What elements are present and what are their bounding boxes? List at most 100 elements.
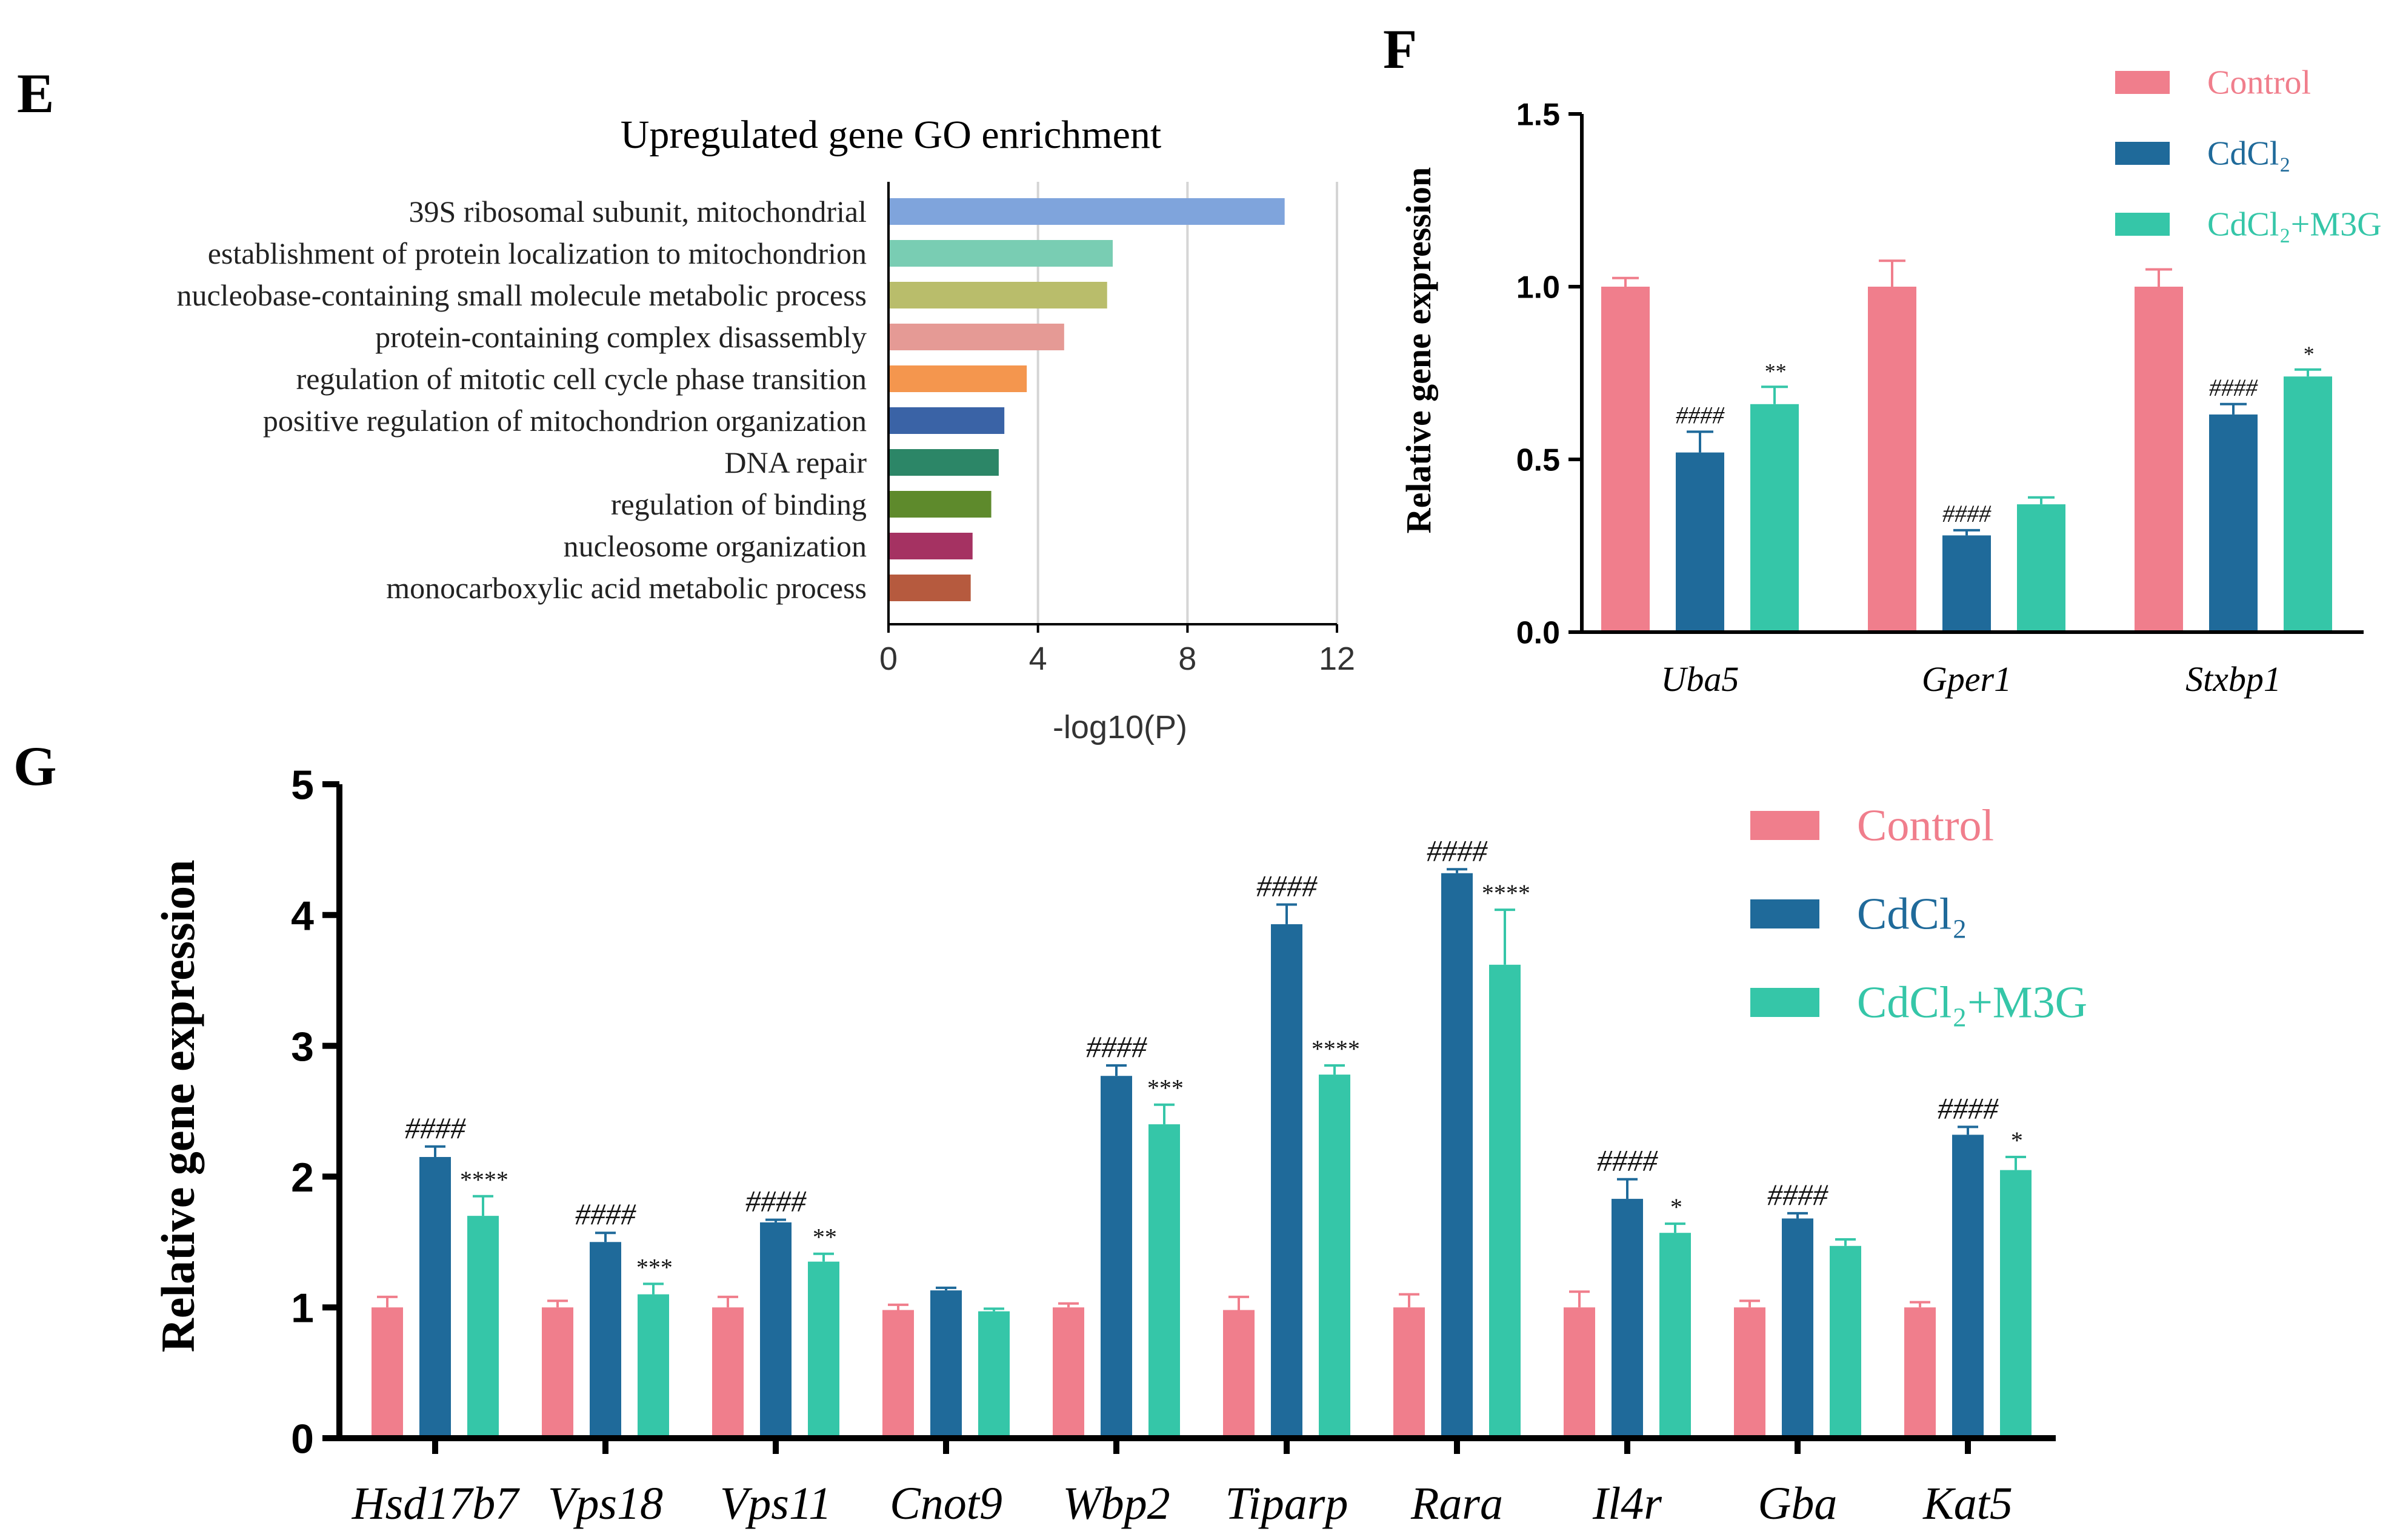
y-tick-label: 0.5 <box>1516 443 1560 478</box>
gene-label: Stxbp1 <box>2185 659 2281 699</box>
go-bar <box>888 365 1027 392</box>
significance-marker: **** <box>459 1166 507 1193</box>
go-term-label: regulation of mitotic cell cycle phase t… <box>296 362 867 396</box>
bar-control <box>1393 1307 1425 1438</box>
legend-swatch-cdcl2+m3g <box>1750 988 1819 1017</box>
significance-marker: #### <box>745 1184 807 1218</box>
significance-marker: #### <box>1597 1144 1658 1178</box>
significance-marker: **** <box>1481 879 1529 907</box>
chart-f-bars: #### ** #### #### * <box>1601 259 2332 632</box>
chart-f-y-ticks: 0.0 0.5 1.0 1.5 <box>1516 98 1582 651</box>
chart-g-y-label: Relative gene expression <box>152 859 204 1352</box>
legend-label-control: Control <box>2207 64 2311 101</box>
bar-control <box>1223 1310 1255 1438</box>
legend-swatch-control <box>1750 811 1819 840</box>
legend-label-cdcl2+m3g: CdCl₂+M3G <box>2207 205 2382 243</box>
bar-cdcl2 <box>1952 1135 1984 1438</box>
bar-cdcl2 <box>1676 452 1724 632</box>
significance-marker: #### <box>1938 1091 1999 1125</box>
panel-f-bar-chart: Relative gene expression 0.0 0.5 1.0 1.5 ##… <box>1399 64 2382 699</box>
bar-cdcl2 <box>1101 1076 1132 1438</box>
y-tick-label: 4 <box>291 893 314 939</box>
bar-cdcl2 <box>2209 414 2258 632</box>
bar-cdcl2 <box>930 1290 962 1438</box>
y-tick-label: 2 <box>291 1155 314 1201</box>
chart-g-legend: Control CdCl₂ CdCl₂+M3G <box>1750 801 2087 1027</box>
go-term-label: monocarboxylic acid metabolic process <box>386 571 867 605</box>
y-tick-label: 3 <box>291 1024 314 1070</box>
go-bar <box>888 282 1107 308</box>
gene-label: Hsd17b7 <box>352 1478 520 1529</box>
bar-cdcl2+m3g <box>978 1311 1010 1438</box>
bar-cdcl2 <box>1942 535 1991 632</box>
chart-g-y-ticks: 0 1 2 3 4 5 <box>291 762 339 1462</box>
significance-marker: ** <box>812 1224 836 1251</box>
panel-label-e: E <box>17 62 54 124</box>
bar-cdcl2 <box>1271 924 1302 1438</box>
bar-control <box>2135 287 2183 632</box>
chart-e-bars <box>888 198 1285 601</box>
go-bar <box>888 198 1285 225</box>
bar-control <box>1868 287 1916 632</box>
significance-marker: ** <box>1764 359 1785 383</box>
bar-cdcl2+m3g <box>1148 1124 1180 1438</box>
gene-label: Uba5 <box>1661 659 1739 699</box>
bar-control <box>1601 287 1650 632</box>
chart-f-x-ticks: Uba5 Gper1 Stxbp1 <box>1661 659 2281 699</box>
significance-marker: #### <box>1427 833 1488 867</box>
chart-g-x-ticks: Hsd17b7 Vps18 Vps11 Cnot9 Wbp2 Tiparp Rara Il4r… <box>352 1438 2013 1529</box>
chart-e-title: Upregulated gene GO enrichment <box>621 113 1161 157</box>
significance-marker: #### <box>2209 374 2258 401</box>
go-bar <box>888 407 1005 434</box>
legend-swatch-cdcl2 <box>2115 142 2170 165</box>
significance-marker: #### <box>1086 1030 1147 1064</box>
significance-marker: *** <box>635 1253 672 1281</box>
go-term-label: positive regulation of mitochondrion org… <box>263 404 867 438</box>
go-term-label: nucleosome organization <box>564 529 867 563</box>
significance-marker: #### <box>575 1197 636 1231</box>
y-tick-label: 1.5 <box>1516 98 1560 133</box>
significance-marker: #### <box>1676 401 1725 428</box>
bar-cdcl2+m3g <box>638 1294 669 1438</box>
y-tick-label: 5 <box>291 762 314 808</box>
go-bar <box>888 240 1113 267</box>
significance-marker: #### <box>1767 1178 1828 1212</box>
go-term-label: DNA repair <box>724 445 867 479</box>
panel-label-f: F <box>1383 18 1417 80</box>
go-bar <box>888 533 973 559</box>
go-term-label: establishment of protein localization to… <box>208 236 867 270</box>
go-bar <box>888 491 992 518</box>
panel-label-g: G <box>13 735 57 797</box>
bar-cdcl2+m3g <box>2000 1170 2032 1438</box>
y-tick-label: 0 <box>291 1416 314 1462</box>
significance-marker: * <box>2010 1127 2022 1154</box>
bar-cdcl2+m3g <box>1830 1245 1861 1438</box>
y-tick-label: 0.0 <box>1516 616 1560 651</box>
bar-cdcl2+m3g <box>1489 964 1521 1438</box>
gene-label: Tiparp <box>1225 1478 1348 1529</box>
y-tick-label: 1.0 <box>1516 270 1560 305</box>
bar-control <box>882 1310 914 1438</box>
legend-swatch-cdcl2 <box>1750 899 1819 928</box>
bar-cdcl2 <box>1612 1199 1643 1438</box>
x-tick-label: 4 <box>1029 641 1047 677</box>
go-term-label: protein-containing complex disassembly <box>375 320 867 354</box>
bar-cdcl2+m3g <box>1319 1075 1350 1438</box>
significance-marker: * <box>1669 1193 1681 1221</box>
bar-control <box>712 1307 744 1438</box>
bar-cdcl2 <box>419 1157 451 1438</box>
go-term-label: 39S ribosomal subunit, mitochondrial <box>408 195 867 228</box>
go-bar <box>888 324 1064 350</box>
x-tick-label: 12 <box>1319 641 1355 677</box>
bar-control <box>1564 1307 1595 1438</box>
bar-control <box>542 1307 573 1438</box>
go-bar <box>888 449 999 476</box>
significance-marker: #### <box>1256 869 1318 903</box>
bar-control <box>1053 1307 1084 1438</box>
gene-label: Vps18 <box>548 1478 663 1529</box>
legend-label-cdcl2: CdCl₂ <box>1857 889 1967 939</box>
gene-label: Rara <box>1410 1478 1503 1529</box>
bar-cdcl2+m3g <box>808 1261 839 1438</box>
bar-control <box>1734 1307 1765 1438</box>
